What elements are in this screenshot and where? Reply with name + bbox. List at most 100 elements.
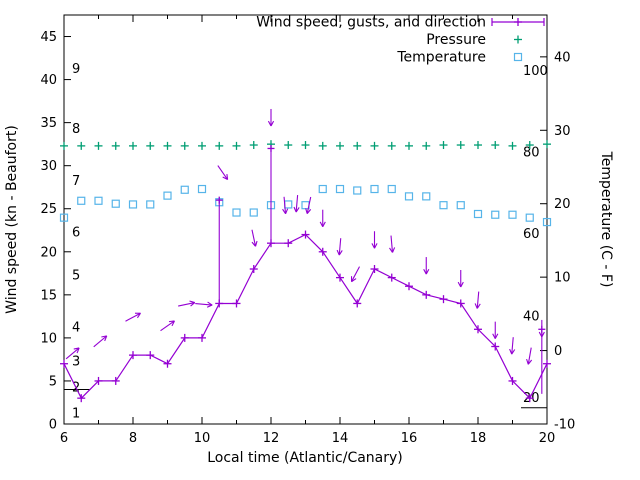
wind-direction-arrowhead (457, 281, 462, 288)
wind-direction-arrow (306, 196, 312, 214)
wind-direction-arrowhead (336, 249, 340, 256)
wind-direction-arrowhead (104, 335, 108, 342)
wind-direction-arrow (338, 238, 342, 256)
y-left-tick-label: 20 (40, 245, 57, 260)
temperature-point (387, 184, 396, 194)
wind-direction-arrowhead (526, 358, 529, 365)
wind-direction-arrowhead (189, 300, 195, 304)
beaufort-scale-label: 4 (72, 320, 80, 335)
fahrenheit-scale-label: 60 (523, 227, 540, 242)
wind-direction-arrowhead (319, 221, 324, 227)
temperature-point (404, 192, 414, 201)
temperature-point (473, 209, 483, 219)
wind-direction-arrow (511, 337, 514, 355)
wind-direction-arrowhead (270, 120, 275, 127)
y-right-tick-label: 0 (554, 344, 562, 359)
wind-direction-arrowhead (305, 208, 308, 214)
wind-direction-arrowhead (267, 120, 272, 127)
wind-direction-arrowhead (190, 302, 196, 307)
wind-direction-arrow (390, 235, 394, 253)
temperature-point (146, 200, 155, 209)
beaufort-scale-label: 7 (72, 174, 80, 189)
wind-speed-line (63, 233, 548, 400)
wind-direction-arrowhead (293, 206, 297, 213)
temperature-point (284, 200, 293, 209)
y-left-tick-label: 25 (40, 202, 57, 217)
wind-direction-arrowhead (351, 278, 357, 283)
temperature-point (508, 210, 517, 219)
y-right-tick-label: 40 (554, 50, 571, 65)
wind-direction-arrowhead (136, 312, 141, 319)
y-right-tick-label: 30 (554, 124, 571, 139)
temperature-point (163, 191, 172, 200)
beaufort-scale-label: 5 (72, 269, 80, 284)
y-left-tick-label: 10 (40, 331, 57, 346)
temperature-point (197, 184, 207, 194)
wind-direction-arrowhead (101, 335, 107, 338)
legend-label-pressure: Pressure (426, 32, 486, 48)
y-right-tick-label: 10 (554, 271, 571, 286)
wind-direction-arrowhead (251, 241, 256, 247)
x-tick-label: 16 (401, 431, 418, 446)
x-tick-label: 12 (263, 431, 280, 446)
wind-direction-arrowhead (306, 209, 312, 214)
wind-direction-arrowhead (509, 348, 513, 355)
temperature-point (491, 210, 500, 219)
wind-direction-arrowhead (371, 243, 375, 249)
wind-direction-arrowhead (425, 268, 430, 275)
wind-direction-arrowhead (492, 333, 496, 339)
x-tick-label: 18 (470, 431, 487, 446)
x-tick-label: 20 (539, 431, 556, 446)
wind-direction-arrowhead (423, 268, 427, 275)
temperature-point (422, 192, 431, 201)
wind-direction-arrowhead (76, 347, 80, 354)
y-left-tick-label: 45 (40, 30, 57, 45)
wind-direction-arrow (251, 229, 257, 247)
wind-direction-arrowhead (282, 208, 287, 215)
temperature-point (525, 213, 534, 222)
chart-generated-layer: 6 8 10 12 14 16 18 20051015202530354045-1001020… (40, 14, 575, 446)
y-left-tick-label: 5 (49, 374, 57, 389)
wind-direction-arrowhead (222, 176, 228, 181)
x-axis-title: Local time (Atlantic/Canary) (207, 450, 403, 466)
beaufort-scale-label: 6 (72, 226, 80, 241)
beaufort-scale-label: 3 (72, 355, 80, 370)
y-left-tick-label: 40 (40, 73, 57, 88)
wind-direction-arrowhead (476, 303, 481, 309)
temperature-point (249, 208, 258, 217)
temperature-point (128, 200, 138, 209)
y-left-tick-label: 0 (49, 418, 57, 433)
temperature-point (77, 196, 86, 205)
wind-direction-arrowhead (285, 208, 289, 214)
y-axis-title-left: Wind speed (kn - Beaufort) (4, 125, 20, 314)
temperature-point (439, 201, 448, 210)
temperature-point (111, 199, 120, 208)
wind-direction-arrowhead (207, 301, 213, 306)
legend-label-temperature: Temperature (396, 50, 486, 66)
fahrenheit-scale-label: 100 (523, 64, 548, 79)
wind-direction-arrowhead (474, 303, 478, 309)
beaufort-scale-label: 8 (72, 122, 80, 137)
wind-direction-arrowhead (226, 174, 229, 180)
wind-direction-arrow (93, 335, 108, 348)
wind-direction-arrow (160, 320, 175, 332)
wind-direction-arrowhead (295, 207, 300, 213)
wind-direction-arrowhead (494, 333, 499, 339)
plot-border (63, 14, 548, 425)
y-right-tick-label: 20 (554, 197, 571, 212)
y-right-tick-label: -10 (554, 418, 575, 433)
x-tick-label: 8 (129, 431, 137, 446)
wind-direction-arrow (125, 312, 141, 322)
wind-direction-arrow (527, 347, 532, 365)
temperature-point (370, 184, 379, 194)
wind-direction-arrowhead (254, 240, 258, 247)
temperature-point (353, 186, 362, 195)
wind-direction-arrow (283, 196, 287, 214)
y-axis-title-right: Temperature (C - F) (598, 151, 614, 288)
legend-sample-temperature-marker (513, 52, 523, 62)
wind-direction-arrowhead (389, 247, 393, 253)
wind-direction-arrowhead (538, 331, 543, 338)
fahrenheit-scale-label: 40 (523, 309, 540, 324)
